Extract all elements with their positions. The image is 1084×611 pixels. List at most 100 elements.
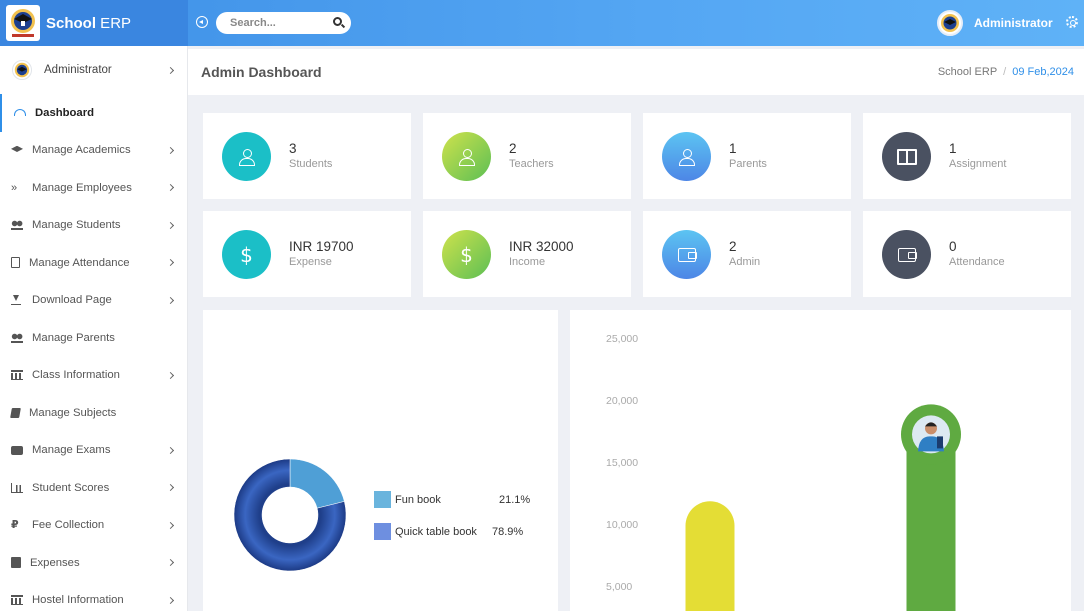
donut-chart [233, 458, 347, 572]
user-icon [458, 148, 476, 166]
stat-icon-circle: $ [222, 230, 271, 279]
sidebar-toggle-icon[interactable] [196, 16, 208, 28]
legend-swatch [374, 523, 391, 540]
chevron-right-icon [166, 146, 175, 154]
brand[interactable]: School ERP [0, 0, 188, 46]
legend-value: 78.9% [492, 526, 524, 538]
stat-icon-circle [442, 132, 491, 181]
calculator-icon [11, 557, 21, 569]
chevron-right-icon [166, 221, 175, 229]
sidebar-item-manage-academics[interactable]: Manage Academics [0, 132, 187, 170]
sidebar-item-label: Manage Exams [32, 444, 111, 457]
sidebar-item-label: Fee Collection [32, 519, 105, 532]
sidebar-item-manage-exams[interactable]: Manage Exams [0, 432, 187, 470]
stat-card-admin[interactable]: 2 Admin [643, 211, 851, 297]
briefcase-icon [11, 445, 23, 455]
bar-chart-panel: 5,000 10,000 15,000 20,000 25,000 [570, 310, 1071, 611]
wallet-icon [677, 247, 697, 262]
sidebar-item-label: Expenses [30, 556, 80, 569]
dashboard-icon [14, 109, 26, 117]
user-icon [238, 148, 256, 166]
header-user-name[interactable]: Administrator [974, 16, 1053, 30]
sidebar-item-hostel-information[interactable]: Hostel Information [0, 582, 187, 611]
stat-label: Students [289, 158, 333, 170]
chevron-right-icon [166, 371, 175, 379]
sidebar-item-label: Student Scores [32, 481, 110, 494]
user-icon [678, 148, 696, 166]
stat-icon-circle: $ [442, 230, 491, 279]
avatar [12, 60, 32, 80]
stat-card-attendance[interactable]: 0 Attendance [863, 211, 1071, 297]
stat-card-expense[interactable]: $ INR 19700 Expense [203, 211, 411, 297]
book-icon [10, 407, 21, 418]
student-avatar-icon [901, 404, 961, 465]
sidebar-item-expenses[interactable]: Expenses [0, 544, 187, 582]
sidebar-item-manage-students[interactable]: Manage Students [0, 207, 187, 245]
stat-value: 2 [729, 239, 737, 254]
bar[interactable] [685, 501, 735, 611]
stat-label: Income [509, 256, 546, 268]
stat-card-assignment[interactable]: 1 Assignment [863, 113, 1071, 199]
stat-icon-circle [882, 132, 931, 181]
sidebar-item-manage-attendance[interactable]: Manage Attendance [0, 244, 187, 282]
sidebar-item-manage-subjects[interactable]: Manage Subjects [0, 394, 187, 432]
y-tick-label: 15,000 [606, 457, 639, 469]
stat-card-parents[interactable]: 1 Parents [643, 113, 851, 199]
donut-chart-panel: Fun book 21.1% Quick table book 78.9% [203, 310, 558, 611]
gear-icon[interactable] [1066, 16, 1078, 28]
y-tick-label: 5,000 [606, 581, 633, 593]
sidebar-item-dashboard[interactable]: Dashboard [0, 94, 187, 132]
sidebar-item-label: Manage Attendance [29, 256, 130, 269]
bar[interactable] [906, 414, 956, 611]
school-logo-icon [6, 5, 40, 41]
stat-card-students[interactable]: 3 Students [203, 113, 411, 199]
sidebar-user-label: Administrator [44, 64, 112, 76]
sidebar-item-class-information[interactable]: Class Information [0, 357, 187, 395]
sidebar-item-label: Hostel Information [32, 594, 124, 607]
sidebar: Administrator Dashboard Manage Academics… [0, 46, 188, 611]
stat-icon-circle [662, 230, 711, 279]
donut-slice[interactable] [233, 458, 347, 572]
stat-value: 1 [949, 141, 957, 156]
stat-label: Assignment [949, 158, 1007, 170]
legend-item[interactable]: Quick table book [374, 523, 477, 540]
breadcrumb: School ERP / 09 Feb,2024 [938, 66, 1074, 78]
sidebar-item-manage-employees[interactable]: » Manage Employees [0, 169, 187, 207]
avatar[interactable] [937, 10, 963, 36]
sidebar-user[interactable]: Administrator [0, 46, 187, 94]
chevron-right-icon [166, 184, 175, 192]
sidebar-item-label: Class Information [32, 369, 120, 382]
stat-label: Teachers [509, 158, 554, 170]
chevron-right-icon [166, 484, 175, 492]
brand-name: School ERP [46, 14, 132, 32]
stat-value: 3 [289, 141, 297, 156]
breadcrumb-separator: / [1003, 66, 1007, 78]
page-header: Admin Dashboard School ERP / 09 Feb,2024 [188, 49, 1084, 95]
stat-card-income[interactable]: $ INR 32000 Income [423, 211, 631, 297]
search-input[interactable] [216, 12, 351, 34]
wallet-icon [897, 247, 917, 262]
sidebar-item-download-page[interactable]: Download Page [0, 282, 187, 320]
breadcrumb-root[interactable]: School ERP [937, 66, 998, 78]
sidebar-item-manage-parents[interactable]: Manage Parents [0, 319, 187, 357]
dollar-icon: $ [240, 242, 253, 267]
stat-label: Parents [729, 158, 767, 170]
rupee-icon: ₽ [11, 519, 19, 532]
legend-swatch [374, 491, 391, 508]
users-icon [11, 332, 23, 343]
search-icon[interactable] [333, 17, 342, 26]
stat-value: INR 19700 [289, 239, 354, 254]
users-icon [11, 220, 23, 231]
stat-label: Expense [289, 256, 332, 268]
sidebar-item-label: Manage Employees [32, 181, 132, 194]
sidebar-item-fee-collection[interactable]: ₽ Fee Collection [0, 507, 187, 545]
bar-chart [685, 404, 961, 611]
donut-slice[interactable] [289, 458, 345, 509]
chevron-right-icon [166, 521, 175, 529]
stat-icon-circle [882, 230, 931, 279]
legend-item[interactable]: Fun book [374, 491, 441, 508]
y-tick-label: 20,000 [606, 395, 639, 407]
stat-card-teachers[interactable]: 2 Teachers [423, 113, 631, 199]
stat-icon-circle [662, 132, 711, 181]
sidebar-item-student-scores[interactable]: Student Scores [0, 469, 187, 507]
